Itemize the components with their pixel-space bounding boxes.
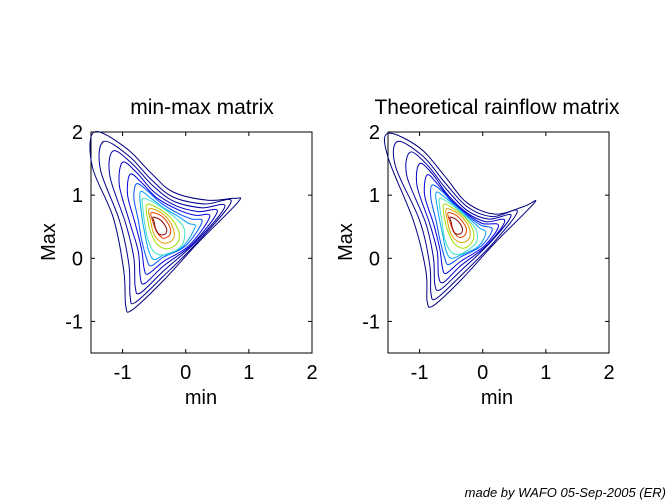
x-tick-label: 2 — [306, 362, 317, 384]
y-tick-label: 1 — [72, 185, 83, 207]
contour-level-7 — [139, 190, 196, 261]
contour-level-4 — [415, 162, 506, 284]
contour-level-10 — [148, 208, 176, 244]
wafo-credit: made by WAFO 05-Sep-2005 (ER) — [465, 485, 666, 500]
rainflow-ticks: -1 0 1 2 -1 0 1 2 — [362, 122, 614, 384]
contour-level-1 — [383, 132, 537, 308]
y-tick-label: 0 — [72, 248, 83, 270]
x-tick-label: -1 — [411, 362, 429, 384]
contour-level-11 — [150, 212, 172, 239]
rainflow-panel: Theoretical rainflow matrix -1 0 1 2 -1 0 1 2 m… — [335, 96, 620, 409]
contour-level-9 — [145, 203, 180, 250]
contour-level-4 — [118, 161, 218, 285]
contour-level-8 — [438, 197, 478, 256]
x-tick-label: 2 — [603, 362, 614, 384]
y-tick-label: 2 — [369, 122, 380, 144]
contour-level-2 — [392, 140, 518, 301]
contour-level-1 — [89, 130, 242, 313]
contour-level-3 — [108, 150, 226, 295]
min-max-plot-area — [90, 131, 313, 354]
x-tick-label: 0 — [180, 362, 191, 384]
y-tick-label: 0 — [369, 248, 380, 270]
min-max-xlabel: min — [185, 387, 217, 409]
contour-level-5 — [423, 174, 499, 275]
x-tick-label: 0 — [477, 362, 488, 384]
contour-level-11 — [447, 212, 467, 239]
min-max-contours — [89, 130, 242, 313]
min-max-title: min-max matrix — [130, 96, 274, 119]
contour-level-12 — [152, 216, 168, 236]
contour-level-8 — [141, 197, 186, 256]
contour-level-6 — [133, 183, 203, 267]
contour-level-3 — [405, 151, 512, 292]
x-tick-label: -1 — [114, 362, 132, 384]
contour-level-10 — [445, 208, 471, 243]
rainflow-xlabel: min — [481, 387, 513, 409]
min-max-ticks: -1 0 1 2 -1 0 1 2 — [65, 122, 317, 384]
min-max-panel: min-max matrix -1 0 1 2 -1 0 1 2 min Max — [38, 96, 318, 409]
contour-level-2 — [98, 140, 232, 305]
rainflow-contours — [383, 132, 537, 308]
y-tick-label: 1 — [369, 185, 380, 207]
x-tick-label: 1 — [540, 362, 551, 384]
x-tick-label: 1 — [243, 362, 254, 384]
rainflow-ylabel: Max — [335, 223, 357, 261]
rainflow-plot-area — [387, 131, 610, 354]
contour-level-7 — [435, 191, 487, 259]
rainflow-title: Theoretical rainflow matrix — [374, 96, 620, 119]
contour-level-12 — [449, 216, 464, 235]
min-max-ylabel: Max — [38, 223, 60, 261]
y-tick-label: -1 — [362, 311, 380, 333]
contour-level-5 — [126, 173, 211, 275]
contour-level-9 — [442, 203, 475, 249]
y-tick-label: -1 — [65, 311, 83, 333]
y-tick-label: 2 — [72, 122, 83, 144]
